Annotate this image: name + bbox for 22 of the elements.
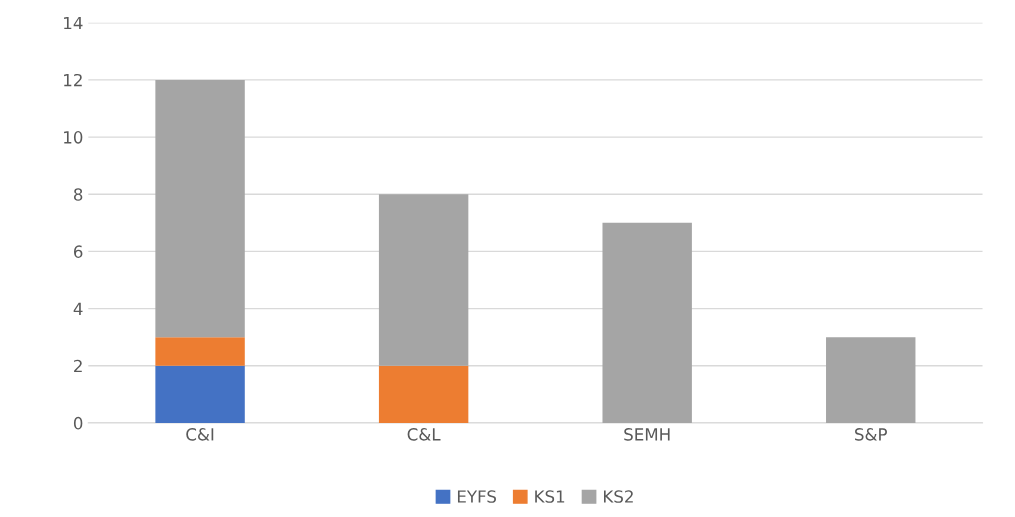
y-tick-label: 8 xyxy=(73,188,83,201)
x-tick-label: S&P xyxy=(855,428,887,441)
x-tick-label: SEMH xyxy=(624,428,670,441)
x-tick-label: C&I xyxy=(186,428,214,441)
y-tick-label: 10 xyxy=(64,131,83,144)
bar xyxy=(378,194,469,366)
y-tick-label: 0 xyxy=(73,416,83,430)
bar xyxy=(602,222,692,423)
bar xyxy=(826,337,916,423)
bar xyxy=(155,79,245,338)
y-tick-label: 4 xyxy=(73,302,83,315)
y-tick-label: 12 xyxy=(64,73,82,87)
legend-label: KS2 xyxy=(604,490,633,503)
y-tick-label: 2 xyxy=(74,359,82,373)
y-tick-label: 6 xyxy=(74,245,83,258)
x-tick-label: C&L xyxy=(407,428,441,441)
legend-label: EYFS xyxy=(457,490,496,503)
y-tick-label: 14 xyxy=(64,16,83,30)
bar xyxy=(155,337,245,366)
bar xyxy=(378,365,469,423)
legend-label: KS1 xyxy=(535,490,565,503)
bar xyxy=(155,365,245,423)
